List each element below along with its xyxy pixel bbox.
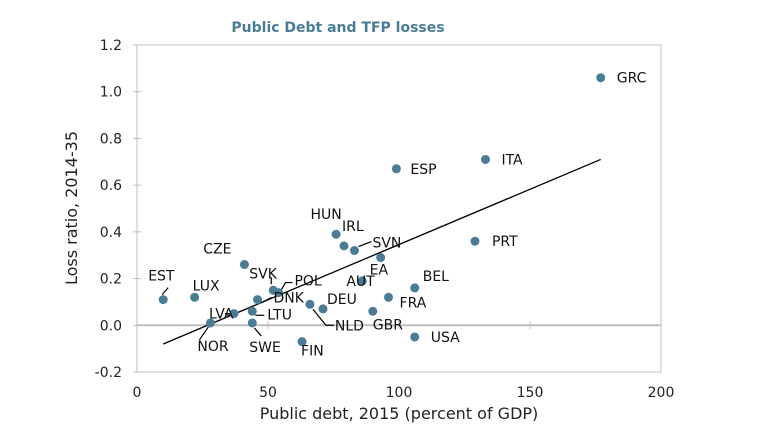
point-fra bbox=[384, 292, 394, 302]
point-label-ltu: LTU bbox=[267, 307, 292, 323]
point-label-est: EST bbox=[148, 269, 175, 285]
point-prt bbox=[470, 236, 480, 246]
point-nld bbox=[305, 299, 315, 309]
point-lva bbox=[229, 309, 239, 319]
point-label-nld: NLD bbox=[335, 318, 364, 334]
tick-labels: 0 50 100 150 200 -0.2 0.0 0.2 0.4 0.6 0.8 1.0 1.2 bbox=[95, 38, 675, 401]
point-cze bbox=[239, 260, 249, 270]
axes bbox=[136, 44, 662, 373]
point-aut bbox=[357, 276, 367, 286]
point-usa bbox=[410, 332, 420, 342]
leader-line-dnk bbox=[261, 297, 272, 304]
point-label-grc: GRC bbox=[617, 71, 647, 87]
point-deu bbox=[318, 304, 328, 314]
point-label-dnk: DNK bbox=[274, 291, 305, 307]
x-tick-label: 0 bbox=[133, 385, 142, 401]
y-tick-label: 0.0 bbox=[100, 318, 122, 334]
point-label-swe: SWE bbox=[249, 340, 281, 356]
point-label-ea: EA bbox=[370, 263, 389, 279]
point-hun bbox=[331, 229, 341, 239]
x-tick-label: 100 bbox=[386, 385, 413, 401]
point-label-esp: ESP bbox=[410, 162, 436, 178]
point-ltu bbox=[247, 306, 257, 316]
leader-line-svn bbox=[358, 240, 372, 248]
point-fin bbox=[297, 337, 307, 347]
point-nor bbox=[205, 318, 215, 328]
point-dnk bbox=[253, 295, 263, 305]
point-label-nor: NOR bbox=[197, 339, 228, 355]
point-label-gbr: GBR bbox=[373, 317, 403, 333]
y-axis-label: Loss ratio, 2014-35 bbox=[62, 131, 81, 285]
x-tick-label: 50 bbox=[259, 385, 277, 401]
point-ita bbox=[480, 154, 490, 164]
point-label-lux: LUX bbox=[193, 278, 220, 294]
point-bel bbox=[410, 283, 420, 293]
point-grc bbox=[596, 73, 606, 83]
point-lux bbox=[190, 292, 200, 302]
leader-line-nld bbox=[312, 308, 334, 326]
point-label-aut: AUT bbox=[346, 274, 375, 290]
y-tick-label: 0.8 bbox=[100, 131, 122, 147]
point-label-irl: IRL bbox=[342, 219, 364, 235]
leader-line-swe bbox=[253, 327, 262, 337]
y-tick-label: 0.2 bbox=[100, 272, 122, 288]
point-label-svn: SVN bbox=[372, 236, 401, 252]
point-ea bbox=[376, 253, 386, 263]
point-pol bbox=[273, 288, 283, 298]
point-gbr bbox=[368, 306, 378, 316]
y-tick-label: 1.2 bbox=[100, 38, 122, 54]
point-irl bbox=[339, 241, 349, 251]
leader-line-pol bbox=[280, 281, 293, 290]
point-svn bbox=[349, 246, 359, 256]
point-swe bbox=[247, 318, 257, 328]
point-label-fin: FIN bbox=[301, 344, 324, 360]
x-tick-label: 150 bbox=[517, 385, 544, 401]
point-label-usa: USA bbox=[431, 330, 460, 346]
point-label-deu: DEU bbox=[327, 292, 357, 308]
y-tick-label: 1.0 bbox=[100, 85, 122, 101]
point-est bbox=[158, 295, 168, 305]
point-label-fra: FRA bbox=[400, 295, 427, 311]
point-label-prt: PRT bbox=[492, 234, 518, 250]
leader-lines bbox=[161, 240, 372, 341]
y-tick-label: 0.4 bbox=[100, 225, 122, 241]
point-label-hun: HUN bbox=[310, 207, 341, 223]
leader-line-nor bbox=[198, 326, 209, 341]
y-tick-label: -0.2 bbox=[95, 365, 122, 381]
point-label-svk: SVK bbox=[249, 266, 277, 282]
plot-area-frame bbox=[136, 44, 662, 373]
point-label-pol: POL bbox=[294, 274, 321, 290]
chart-title: Public Debt and TFP losses bbox=[231, 20, 444, 36]
point-label-ita: ITA bbox=[501, 152, 523, 168]
point-label-bel: BEL bbox=[423, 269, 449, 285]
x-axis-label: Public debt, 2015 (percent of GDP) bbox=[260, 404, 539, 423]
leader-line-est bbox=[161, 287, 169, 295]
data-points bbox=[158, 73, 606, 347]
y-tick-label: 0.6 bbox=[100, 178, 122, 194]
x-tick-label: 200 bbox=[648, 385, 675, 401]
point-esp bbox=[391, 164, 401, 174]
point-label-cze: CZE bbox=[203, 242, 231, 258]
point-label-lva: LVA bbox=[209, 307, 234, 323]
